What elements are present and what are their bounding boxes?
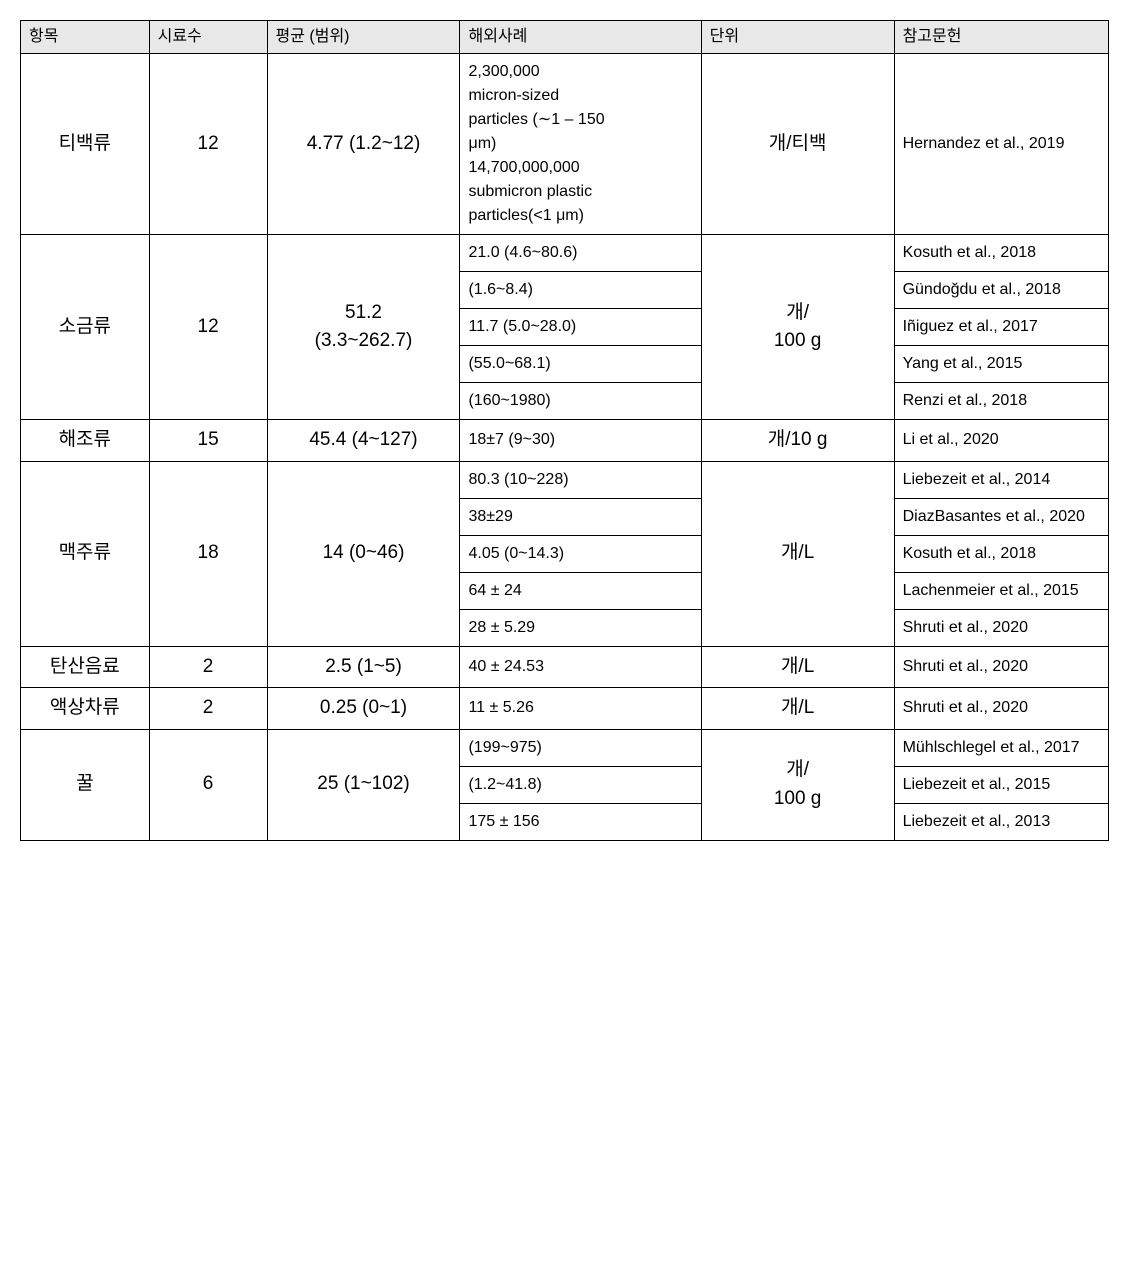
cell-case: 11.7 (5.0~28.0) <box>460 309 701 346</box>
data-table: 항목 시료수 평균 (범위) 해외사례 단위 참고문헌 티백류124.77 (1… <box>20 20 1109 841</box>
cell-ref: Shruti et al., 2020 <box>894 646 1108 688</box>
header-item: 항목 <box>21 21 150 54</box>
cell-mean: 4.77 (1.2~12) <box>267 54 460 235</box>
cell-samples: 2 <box>149 646 267 688</box>
cell-mean: 14 (0~46) <box>267 461 460 646</box>
cell-samples: 6 <box>149 729 267 840</box>
cell-case: (1.2~41.8) <box>460 766 701 803</box>
cell-ref: Yang et al., 2015 <box>894 346 1108 383</box>
cell-item: 꿀 <box>21 729 150 840</box>
cell-unit: 개/L <box>701 688 894 730</box>
cell-item: 티백류 <box>21 54 150 235</box>
cell-ref: DiazBasantes et al., 2020 <box>894 498 1108 535</box>
cell-item: 해조류 <box>21 420 150 462</box>
cell-case: (55.0~68.1) <box>460 346 701 383</box>
cell-ref: Shruti et al., 2020 <box>894 609 1108 646</box>
cell-ref: Liebezeit et al., 2014 <box>894 461 1108 498</box>
cell-case: 21.0 (4.6~80.6) <box>460 235 701 272</box>
cell-samples: 15 <box>149 420 267 462</box>
cell-ref: Iñiguez et al., 2017 <box>894 309 1108 346</box>
cell-unit: 개/10 g <box>701 420 894 462</box>
cell-case: 2,300,000 micron-sized particles (∼1 – 1… <box>460 54 701 235</box>
cell-unit: 개/ 100 g <box>701 235 894 420</box>
cell-case: 80.3 (10~228) <box>460 461 701 498</box>
cell-case: 11 ± 5.26 <box>460 688 701 730</box>
cell-mean: 2.5 (1~5) <box>267 646 460 688</box>
cell-unit: 개/L <box>701 461 894 646</box>
cell-item: 맥주류 <box>21 461 150 646</box>
cell-item: 소금류 <box>21 235 150 420</box>
header-samples: 시료수 <box>149 21 267 54</box>
table-row: 맥주류1814 (0~46)80.3 (10~228)개/LLiebezeit … <box>21 461 1109 498</box>
cell-case: (199~975) <box>460 729 701 766</box>
table-row: 액상차류20.25 (0~1)11 ± 5.26개/LShruti et al.… <box>21 688 1109 730</box>
cell-ref: Lachenmeier et al., 2015 <box>894 572 1108 609</box>
cell-case: (160~1980) <box>460 383 701 420</box>
cell-ref: Shruti et al., 2020 <box>894 688 1108 730</box>
cell-mean: 0.25 (0~1) <box>267 688 460 730</box>
cell-ref: Gündoğdu et al., 2018 <box>894 272 1108 309</box>
cell-case: (1.6~8.4) <box>460 272 701 309</box>
cell-samples: 18 <box>149 461 267 646</box>
cell-samples: 2 <box>149 688 267 730</box>
table-row: 꿀625 (1~102)(199~975)개/ 100 gMühlschlege… <box>21 729 1109 766</box>
header-unit: 단위 <box>701 21 894 54</box>
cell-case: 38±29 <box>460 498 701 535</box>
table-row: 티백류124.77 (1.2~12)2,300,000 micron-sized… <box>21 54 1109 235</box>
cell-case: 64 ± 24 <box>460 572 701 609</box>
header-case: 해외사례 <box>460 21 701 54</box>
cell-mean: 25 (1~102) <box>267 729 460 840</box>
table-row: 해조류1545.4 (4~127)18±7 (9~30)개/10 gLi et … <box>21 420 1109 462</box>
cell-case: 28 ± 5.29 <box>460 609 701 646</box>
cell-item: 액상차류 <box>21 688 150 730</box>
cell-ref: Kosuth et al., 2018 <box>894 535 1108 572</box>
header-mean: 평균 (범위) <box>267 21 460 54</box>
cell-samples: 12 <box>149 54 267 235</box>
cell-item: 탄산음료 <box>21 646 150 688</box>
cell-ref: Kosuth et al., 2018 <box>894 235 1108 272</box>
table-row: 소금류1251.2 (3.3~262.7)21.0 (4.6~80.6)개/ 1… <box>21 235 1109 272</box>
cell-mean: 51.2 (3.3~262.7) <box>267 235 460 420</box>
header-ref: 참고문헌 <box>894 21 1108 54</box>
cell-ref: Liebezeit et al., 2015 <box>894 766 1108 803</box>
cell-ref: Liebezeit et al., 2013 <box>894 803 1108 840</box>
cell-unit: 개/ 100 g <box>701 729 894 840</box>
cell-case: 175 ± 156 <box>460 803 701 840</box>
cell-ref: Renzi et al., 2018 <box>894 383 1108 420</box>
cell-unit: 개/L <box>701 646 894 688</box>
cell-mean: 45.4 (4~127) <box>267 420 460 462</box>
cell-ref: Mühlschlegel et al., 2017 <box>894 729 1108 766</box>
cell-ref: Hernandez et al., 2019 <box>894 54 1108 235</box>
cell-case: 18±7 (9~30) <box>460 420 701 462</box>
table-row: 탄산음료22.5 (1~5)40 ± 24.53개/LShruti et al.… <box>21 646 1109 688</box>
cell-ref: Li et al., 2020 <box>894 420 1108 462</box>
cell-unit: 개/티백 <box>701 54 894 235</box>
cell-case: 40 ± 24.53 <box>460 646 701 688</box>
cell-samples: 12 <box>149 235 267 420</box>
table-body: 티백류124.77 (1.2~12)2,300,000 micron-sized… <box>21 54 1109 841</box>
header-row: 항목 시료수 평균 (범위) 해외사례 단위 참고문헌 <box>21 21 1109 54</box>
cell-case: 4.05 (0~14.3) <box>460 535 701 572</box>
